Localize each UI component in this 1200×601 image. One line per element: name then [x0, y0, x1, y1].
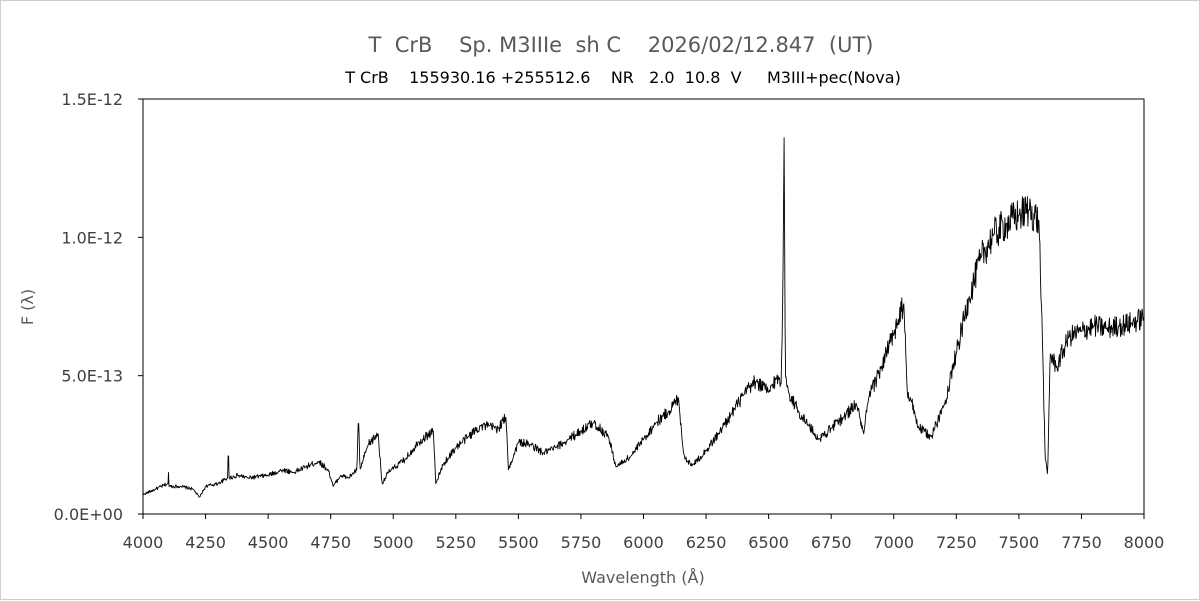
- x-tick-label: 7750: [1061, 533, 1102, 552]
- y-tick-label: 5.0E-13: [61, 367, 123, 386]
- chart-subtitle: T CrB 155930.16 +255512.6 NR 2.0 10.8 V …: [344, 68, 901, 87]
- plot-area-border: [142, 98, 1145, 515]
- x-axis: 4000 4250 4500 4750 5000 5250 5500 5750 6000 6250…: [123, 514, 1165, 552]
- y-tick-label: 1.5E-12: [61, 90, 123, 109]
- x-tick-label: 6500: [748, 533, 789, 552]
- x-tick-label: 8000: [1124, 533, 1165, 552]
- x-tick-label: 4000: [123, 533, 164, 552]
- x-tick-label: 6750: [811, 533, 852, 552]
- x-tick-label: 4500: [248, 533, 289, 552]
- y-axis-label: F (λ): [18, 289, 37, 325]
- y-tick-label: 0.0E+00: [54, 505, 123, 524]
- x-tick-label: 4250: [185, 533, 226, 552]
- x-tick-label: 4750: [310, 533, 351, 552]
- y-axis: 0.0E+00 5.0E-13 1.0E-12 1.5E-12: [54, 90, 143, 524]
- x-tick-label: 5750: [561, 533, 602, 552]
- chart-title: T CrB Sp. M3IIIe sh C 2026/02/12.847 (UT…: [368, 33, 874, 57]
- x-tick-label: 7250: [936, 533, 977, 552]
- spectrum-line: [142, 137, 1145, 498]
- x-tick-label: 6250: [686, 533, 727, 552]
- x-axis-label: Wavelength (Å): [581, 568, 704, 587]
- x-tick-label: 6000: [623, 533, 664, 552]
- x-tick-label: 5000: [373, 533, 414, 552]
- x-tick-label: 5250: [435, 533, 476, 552]
- x-tick-label: 7500: [999, 533, 1040, 552]
- x-tick-label: 7000: [873, 533, 914, 552]
- y-tick-label: 1.0E-12: [61, 228, 123, 247]
- x-tick-label: 5500: [498, 533, 539, 552]
